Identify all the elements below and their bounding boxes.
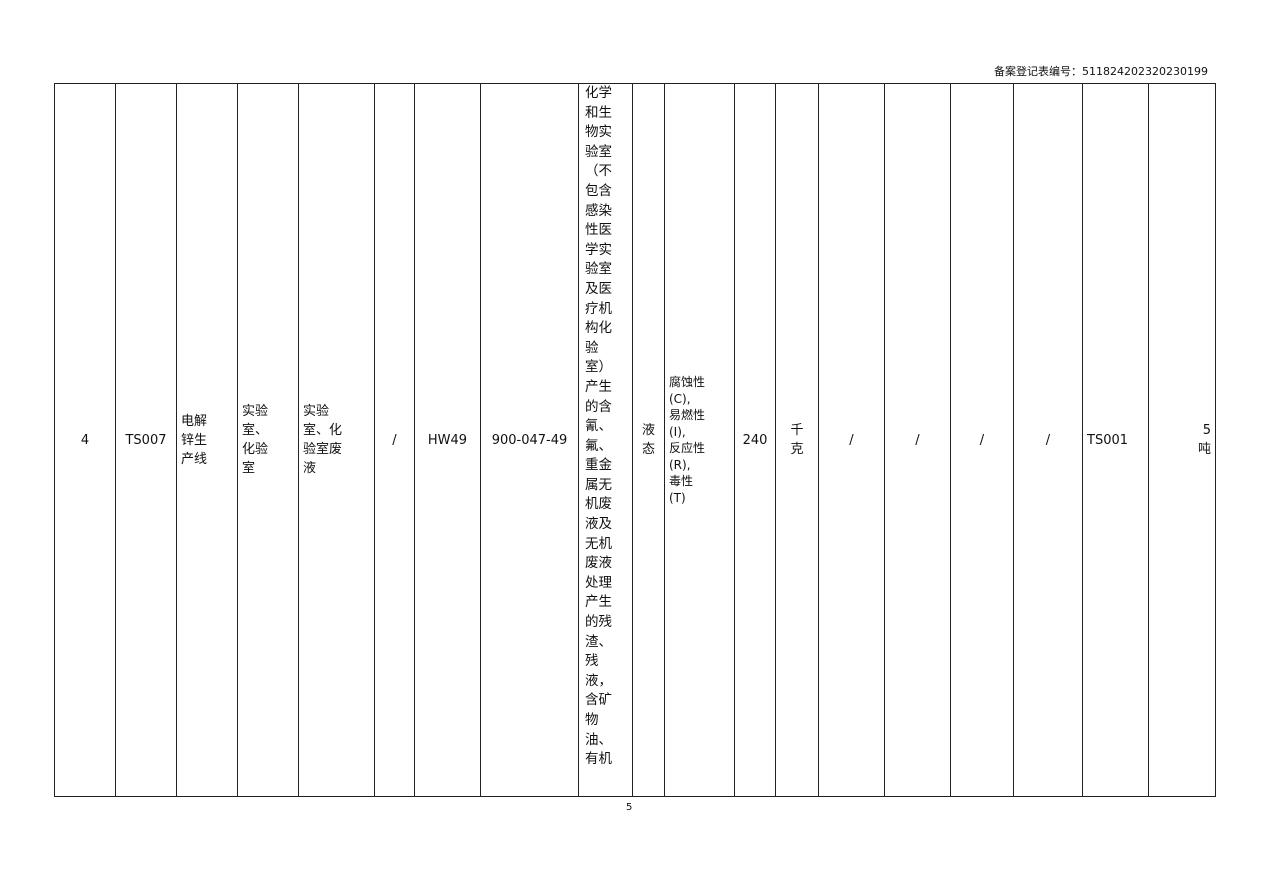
waste-table: 4 TS007 电解 锌生 产线 实验 室、 化验 室 实验 室、化 验室废 液… xyxy=(54,83,1216,797)
cell-code: TS007 xyxy=(115,83,177,797)
cell-no: 4 xyxy=(54,83,116,797)
cell-waste-code: 900-047-49 xyxy=(480,83,579,797)
cell-waste-name: 实验 室、化 验室废 液 xyxy=(298,83,375,797)
cell-c6: / xyxy=(374,83,415,797)
cell-category: HW49 xyxy=(414,83,481,797)
cell-hazard: 腐蚀性 (C), 易燃性 (I), 反应性 (R), 毒性 (T) xyxy=(664,83,735,797)
registration-number: 备案登记表编号：511824202320230199 xyxy=(994,65,1208,78)
cell-unit: 千 克 xyxy=(775,83,819,797)
cell-c15: / xyxy=(884,83,951,797)
cell-description: 化学 和生 物实 验室 （不 包含 感染 性医 学实 验室 及医 疗机 构化 验… xyxy=(585,85,612,768)
cell-c16: / xyxy=(950,83,1014,797)
cell-capacity: 5 吨 xyxy=(1148,83,1216,797)
cell-form: 液 态 xyxy=(632,83,665,797)
table-row: 4 TS007 电解 锌生 产线 实验 室、 化验 室 实验 室、化 验室废 液… xyxy=(54,83,1216,797)
cell-c14: / xyxy=(818,83,885,797)
page-number: 5 xyxy=(626,802,633,813)
cell-production-line: 电解 锌生 产线 xyxy=(176,83,238,797)
cell-source: 实验 室、 化验 室 xyxy=(237,83,299,797)
cell-facility: TS001 xyxy=(1082,83,1149,797)
cell-amount: 240 xyxy=(734,83,776,797)
cell-c17: / xyxy=(1013,83,1083,797)
